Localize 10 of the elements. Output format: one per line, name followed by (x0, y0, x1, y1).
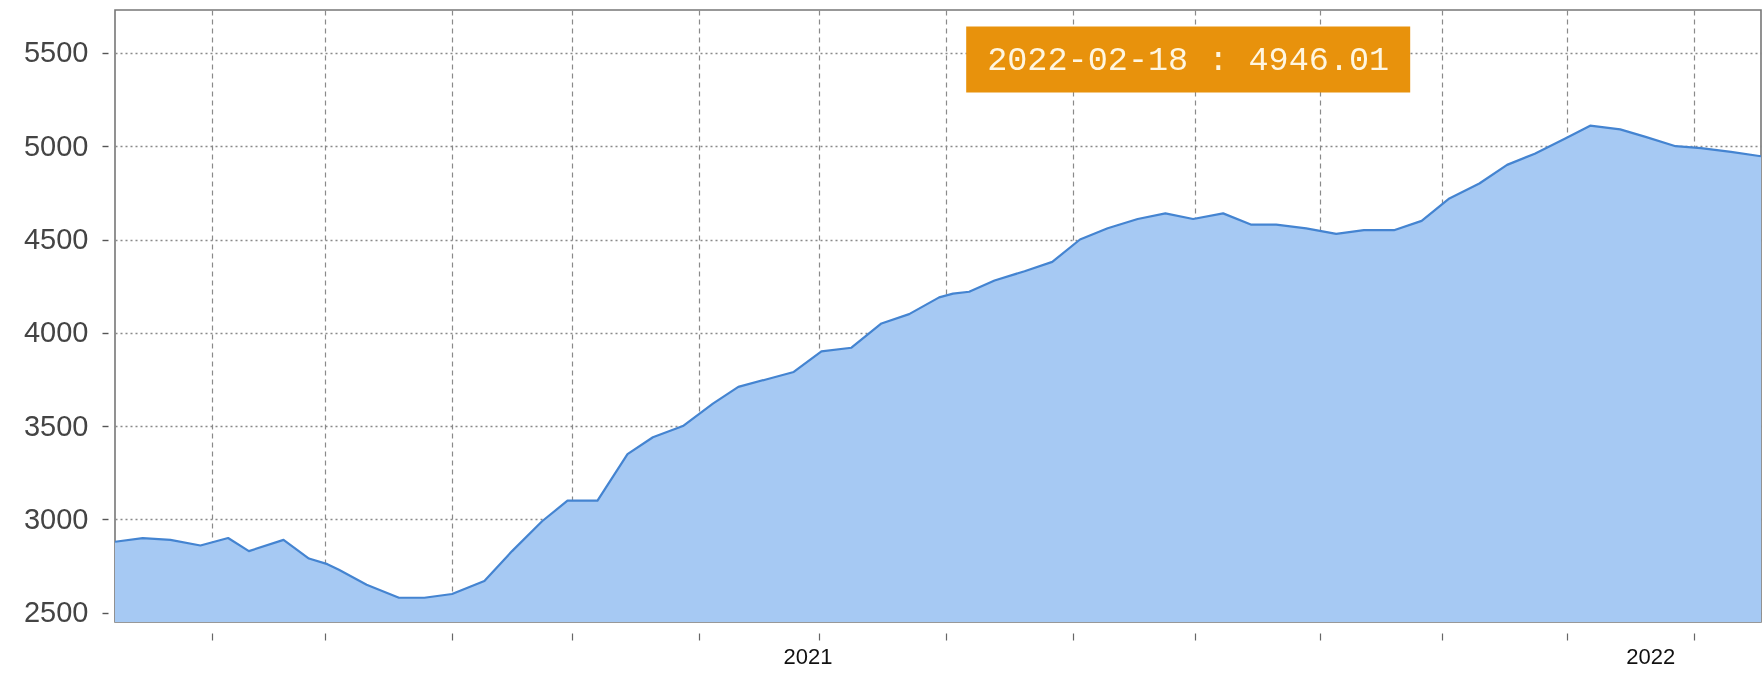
y-tick-label: 3500 (23, 409, 89, 442)
y-tick-label: 3000 (23, 502, 89, 535)
y-tick-label: 2500 (23, 596, 89, 629)
y-tick-label: 5500 (23, 36, 89, 69)
x-tick-label: 2022 (1626, 643, 1676, 669)
annotation: 2022-02-18 : 4946.01 (987, 41, 1390, 80)
x-tick-label: 2021 (783, 643, 833, 669)
y-tick-label: 4000 (23, 316, 89, 349)
y-tick-label: 5000 (23, 129, 89, 162)
y-tick-label: 4500 (23, 223, 89, 255)
